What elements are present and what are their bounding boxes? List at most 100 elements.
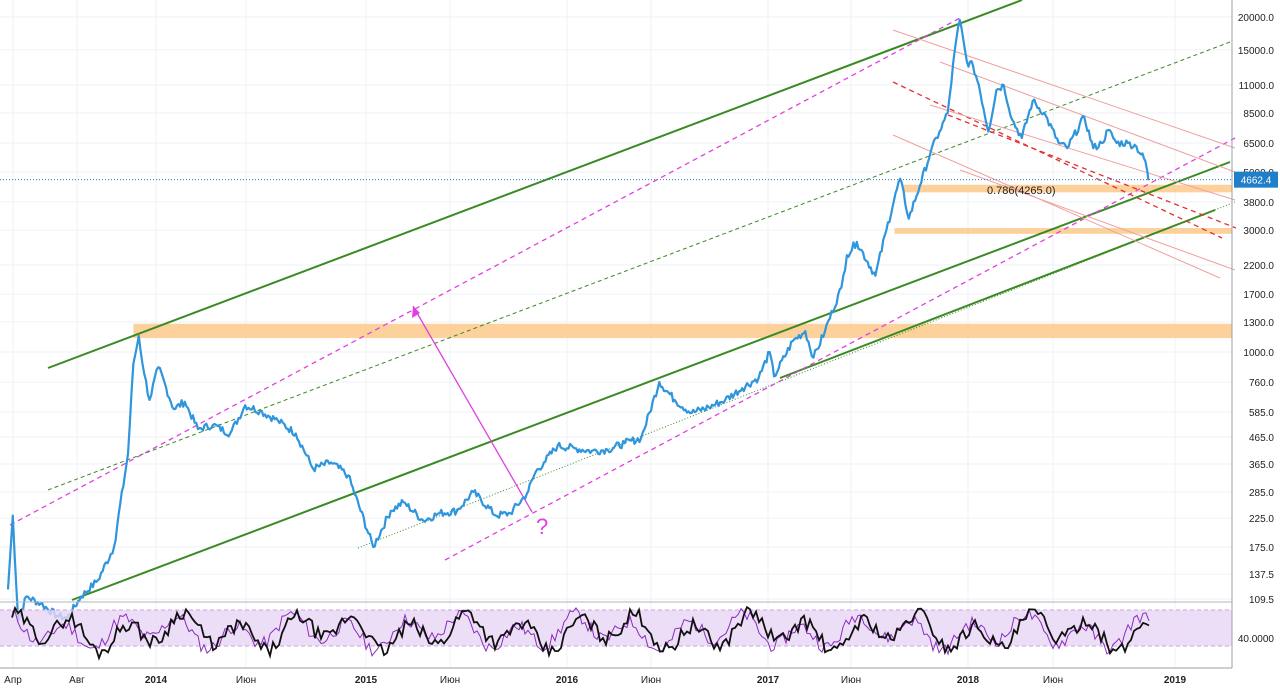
y-tick-label: 225.0: [1249, 514, 1274, 525]
y-tick-label: 585.0: [1249, 408, 1274, 419]
price-point: [938, 130, 941, 133]
price-point: [7, 588, 9, 590]
x-tick-label: Авг: [69, 675, 85, 686]
price-point: [127, 452, 129, 455]
price-point: [259, 410, 261, 412]
price-point: [526, 493, 528, 495]
red-dashed-line-1: [892, 81, 1223, 239]
x-tick-label: 2014: [145, 675, 168, 686]
y-tick-label: 175.0: [1249, 543, 1274, 554]
price-point: [966, 61, 968, 63]
question-mark-label: ?: [536, 514, 548, 539]
y-tick-label: 1000.0: [1243, 348, 1274, 359]
price-point: [534, 471, 537, 473]
zones-layer: [133, 184, 1232, 339]
y-tick-label: 365.0: [1249, 460, 1274, 471]
y-tick-label: 760.0: [1249, 378, 1274, 389]
price-point: [812, 356, 815, 359]
price-point: [137, 335, 140, 337]
fan-line-3: [929, 104, 1236, 201]
price-point: [456, 510, 458, 512]
price-point: [40, 602, 42, 605]
y-tick-label: 2200.0: [1243, 261, 1274, 272]
price-point: [277, 419, 279, 422]
price-point: [1101, 142, 1103, 144]
support-zone-0: [133, 323, 1232, 339]
price-point: [372, 546, 374, 548]
price-point: [1057, 142, 1060, 144]
y-tick-label: 465.0: [1249, 433, 1274, 444]
price-point: [197, 428, 199, 430]
price-point: [1043, 112, 1045, 114]
price-point: [244, 404, 246, 407]
pink-lower-dashed: [444, 137, 1236, 561]
x-tick-label: 2019: [1164, 675, 1187, 686]
y-tick-label: 15000.0: [1238, 46, 1275, 57]
price-point: [840, 286, 843, 289]
price-point: [556, 444, 559, 447]
price-point: [12, 514, 14, 517]
price-point: [1031, 100, 1034, 102]
axis-layer: 20000.015000.011000.08500.06500.05000.03…: [0, 0, 1278, 686]
x-tick-label: Июн: [1043, 675, 1063, 686]
price-point: [908, 217, 910, 220]
price-point: [1127, 142, 1129, 144]
price-point: [347, 474, 349, 477]
price-point: [438, 512, 441, 515]
red-dashed-line-2: [947, 114, 1237, 229]
x-tick-label: 2015: [355, 675, 378, 686]
price-point: [1144, 160, 1147, 163]
oscillator-y-tick-label: 40.0000: [1238, 634, 1275, 645]
price-point: [132, 362, 135, 365]
x-tick-label: Июн: [841, 675, 861, 686]
price-point: [295, 432, 297, 435]
price-point: [1135, 145, 1138, 148]
arrow-head-icon: [412, 306, 420, 318]
x-tick-label: Июн: [440, 675, 460, 686]
x-tick-label: 2017: [757, 675, 780, 686]
price-point: [846, 254, 848, 256]
price-point: [80, 595, 82, 598]
fan-line-2: [939, 61, 1236, 173]
price-point: [987, 130, 990, 133]
price-point: [330, 461, 332, 464]
price-point: [824, 330, 826, 332]
y-tick-label: 3000.0: [1243, 226, 1274, 237]
price-point: [918, 185, 921, 187]
price-point: [768, 351, 771, 353]
x-tick-label: Июн: [236, 675, 256, 686]
price-point: [1147, 178, 1150, 181]
y-tick-label: 6500.0: [1243, 139, 1274, 150]
price-point: [422, 519, 425, 522]
price-point: [885, 229, 888, 231]
x-tick-label: 2018: [957, 675, 980, 686]
price-point: [148, 399, 151, 401]
price-point: [954, 49, 956, 51]
y-tick-label: 109.5: [1249, 595, 1274, 606]
trendlines-layer[interactable]: [0, 0, 1237, 601]
price-point: [402, 501, 405, 503]
price-point: [495, 514, 497, 517]
annotation-layer: 0.786(4265.0)?: [536, 185, 1056, 539]
price-point: [658, 381, 661, 383]
x-tick-label: 2016: [556, 675, 579, 686]
price-point: [212, 424, 214, 426]
price-point: [690, 412, 693, 414]
price-point: [1107, 129, 1109, 131]
channel-upper-line: [47, 0, 1023, 369]
price-point: [389, 510, 392, 512]
price-point: [509, 512, 512, 515]
price-point: [791, 340, 794, 342]
fan-line-5: [959, 169, 1236, 271]
price-point: [946, 112, 949, 114]
y-tick-label: 137.5: [1249, 570, 1274, 581]
price-point: [899, 177, 901, 180]
price-point: [113, 546, 115, 548]
price-point: [773, 375, 775, 378]
price-point: [606, 448, 609, 451]
price-point: [623, 442, 626, 444]
price-point: [143, 372, 145, 375]
price-point: [590, 450, 593, 452]
